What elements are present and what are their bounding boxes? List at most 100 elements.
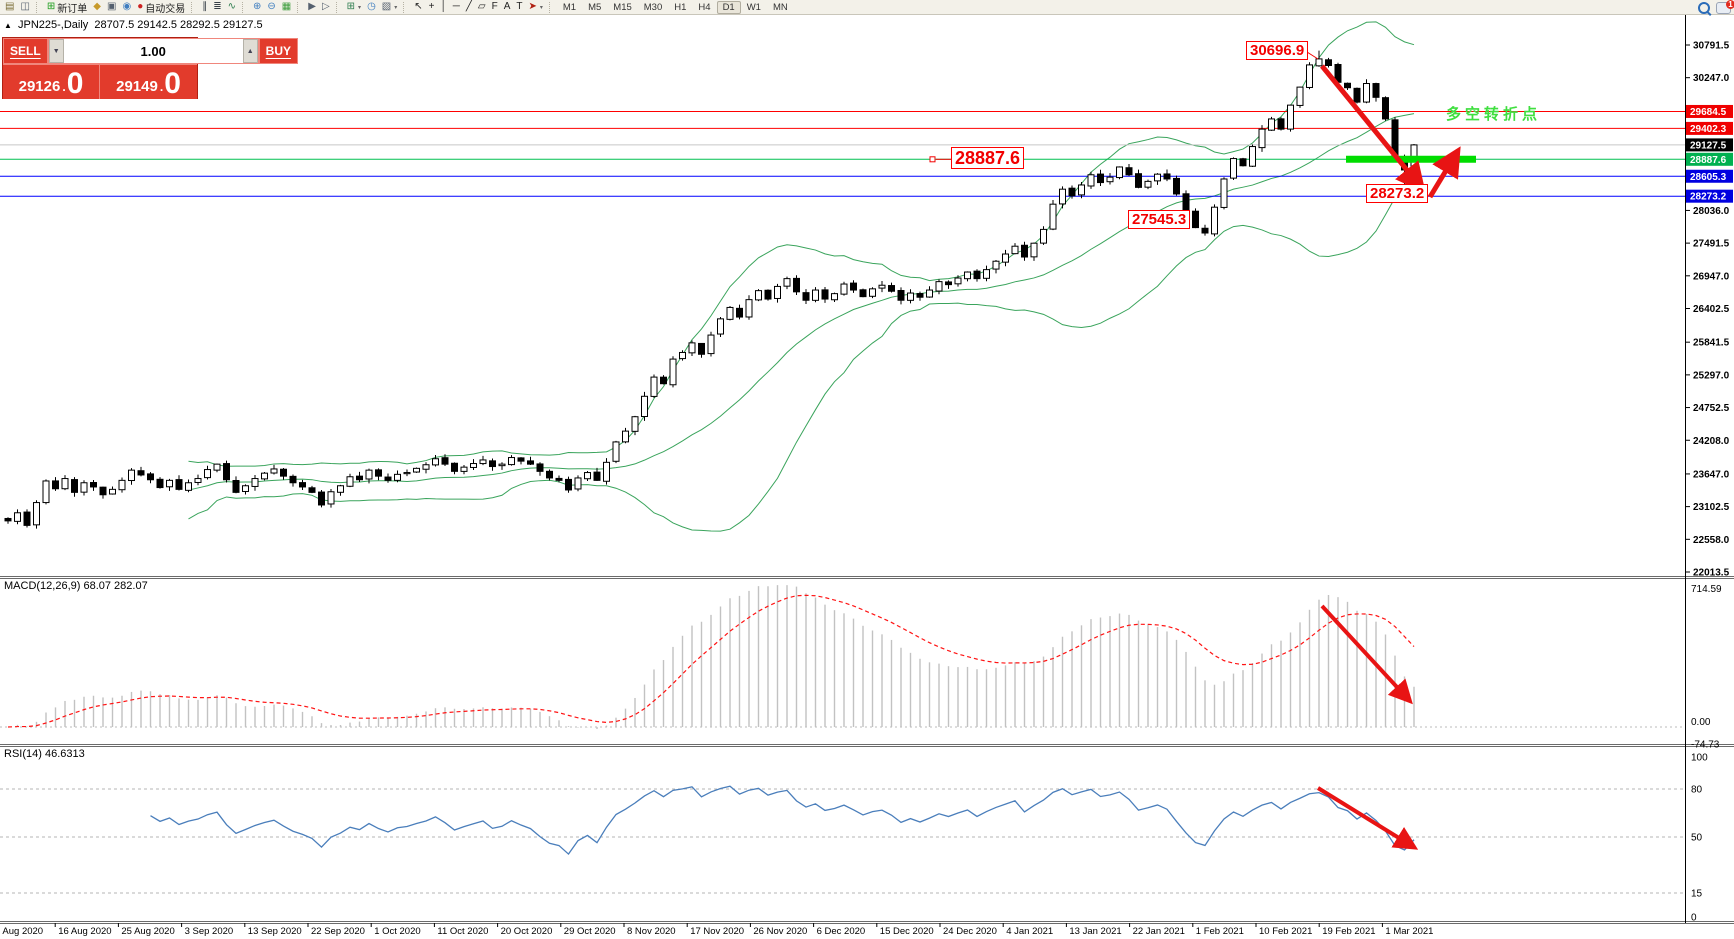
bar-chart-button[interactable]: ∥ bbox=[199, 1, 210, 14]
templates-button[interactable]: ▧ ▾ bbox=[379, 1, 400, 14]
volume-input[interactable] bbox=[63, 39, 243, 63]
periods-button[interactable]: ◷ bbox=[364, 1, 379, 14]
chart-title: ▲ JPN225-,Daily 28707.5 29142.5 28292.5 … bbox=[4, 19, 263, 31]
buy-price[interactable]: 29149 . 0 bbox=[100, 65, 197, 99]
svg-text:11 Oct 2020: 11 Oct 2020 bbox=[437, 926, 488, 937]
line-chart-button[interactable]: ∿ bbox=[225, 1, 239, 14]
signals-icon: ◉ bbox=[122, 1, 132, 12]
indicators-icon: ⊞ bbox=[346, 1, 356, 12]
autotrading-button[interactable]: ● 自动交易 bbox=[134, 1, 188, 15]
cursor-button[interactable]: ↖ bbox=[411, 1, 425, 14]
notifications-icon[interactable]: 1 bbox=[1716, 0, 1734, 14]
svg-text:100: 100 bbox=[1691, 753, 1708, 764]
toolbar-separator bbox=[335, 1, 341, 13]
timeframe-mn[interactable]: MN bbox=[767, 1, 794, 14]
svg-text:22 Sep 2020: 22 Sep 2020 bbox=[311, 926, 365, 937]
svg-text:22013.5: 22013.5 bbox=[1693, 568, 1730, 579]
arrows-icon: ➤ bbox=[528, 1, 537, 12]
svg-text:15 Dec 2020: 15 Dec 2020 bbox=[880, 926, 934, 937]
arrows-button[interactable]: ➤ ▾ bbox=[525, 1, 545, 14]
hline-button[interactable]: ─ bbox=[450, 1, 463, 14]
auto-scroll-icon: ▶ bbox=[308, 1, 316, 12]
peak-label-connector bbox=[1306, 51, 1319, 60]
svg-text:15: 15 bbox=[1691, 889, 1703, 900]
candle-chart-button[interactable]: ≣ bbox=[210, 1, 224, 14]
sell-price[interactable]: 29126 . 0 bbox=[3, 65, 100, 99]
sell-button[interactable]: SELL bbox=[3, 38, 48, 64]
vline-button[interactable]: │ bbox=[438, 1, 450, 14]
hline-icon: ─ bbox=[452, 1, 460, 12]
volume-decrease-button[interactable]: ▼ bbox=[48, 39, 64, 63]
styles-button[interactable]: ◆ bbox=[90, 1, 104, 14]
svg-text:5 Aug 2020: 5 Aug 2020 bbox=[0, 926, 43, 937]
indicators-button[interactable]: ⊞ ▾ bbox=[344, 1, 364, 14]
new-order-label: 新订单 bbox=[57, 3, 88, 15]
crosshair-button[interactable]: + bbox=[426, 1, 438, 14]
zoom-in-button[interactable]: ⊕ bbox=[250, 1, 264, 14]
volume-control: ▼ ▲ bbox=[47, 38, 259, 64]
text-button[interactable]: A bbox=[501, 1, 514, 14]
timeframe-h4[interactable]: H4 bbox=[692, 1, 716, 14]
print-preview-button[interactable]: ◫ bbox=[17, 1, 32, 14]
svg-text:25 Aug 2020: 25 Aug 2020 bbox=[121, 926, 174, 937]
svg-text:13 Sep 2020: 13 Sep 2020 bbox=[248, 926, 302, 937]
macd-panel: 714.59 0.00 -74.73 bbox=[0, 584, 1722, 751]
svg-text:4 Jan 2021: 4 Jan 2021 bbox=[1006, 926, 1053, 937]
low-price-label: 28273.2 bbox=[1366, 184, 1429, 203]
fibonacci-button[interactable]: F bbox=[489, 1, 501, 14]
svg-text:28887.6: 28887.6 bbox=[1690, 155, 1727, 166]
bar-chart-icon: ∥ bbox=[202, 1, 208, 12]
periods-icon: ◷ bbox=[367, 1, 376, 12]
svg-text:0.00: 0.00 bbox=[1691, 717, 1711, 728]
search-icon[interactable] bbox=[1698, 1, 1710, 14]
metaeditor-button[interactable]: ▣ bbox=[104, 1, 119, 14]
svg-text:26947.0: 26947.0 bbox=[1693, 271, 1730, 282]
charts-button[interactable]: ▤ bbox=[2, 1, 17, 14]
svg-text:6 Dec 2020: 6 Dec 2020 bbox=[817, 926, 866, 937]
svg-text:23102.5: 23102.5 bbox=[1693, 502, 1730, 513]
rebound-arrow bbox=[1427, 146, 1461, 199]
timeframe-m15[interactable]: M15 bbox=[607, 1, 637, 14]
trend-arrows bbox=[929, 51, 1461, 199]
line-chart-icon: ∿ bbox=[227, 1, 237, 12]
svg-text:26402.5: 26402.5 bbox=[1693, 304, 1730, 315]
svg-text:27491.5: 27491.5 bbox=[1693, 239, 1730, 250]
svg-text:29127.5: 29127.5 bbox=[1690, 140, 1727, 151]
new-order-button[interactable]: ⊞ 新订单 bbox=[44, 1, 90, 15]
auto-scroll-button[interactable]: ▶ bbox=[305, 1, 319, 14]
zoom-out-icon: ⊖ bbox=[267, 1, 276, 12]
sell-price-big-digit: 0 bbox=[66, 67, 84, 100]
svg-text:28036.0: 28036.0 bbox=[1693, 206, 1730, 217]
text-icon: A bbox=[503, 1, 511, 12]
volume-increase-button[interactable]: ▲ bbox=[242, 39, 258, 63]
timeframe-h1[interactable]: H1 bbox=[668, 1, 692, 14]
signals-button[interactable]: ◉ bbox=[119, 1, 134, 14]
channel-button[interactable]: ▱ bbox=[475, 1, 489, 14]
chart-shift-button[interactable]: ▷ bbox=[319, 1, 333, 14]
timeframe-m5[interactable]: M5 bbox=[582, 1, 607, 14]
toolbar-right-icons: 1 bbox=[1698, 0, 1734, 15]
svg-text:1 Feb 2021: 1 Feb 2021 bbox=[1196, 926, 1244, 937]
timeframe-m30[interactable]: M30 bbox=[638, 1, 668, 14]
label-icon: T bbox=[516, 1, 523, 12]
channel-icon: ▱ bbox=[477, 1, 486, 12]
buy-button[interactable]: BUY bbox=[258, 38, 299, 64]
timeframe-d1[interactable]: D1 bbox=[716, 0, 741, 14]
svg-text:10 Feb 2021: 10 Feb 2021 bbox=[1259, 926, 1312, 937]
vline-icon: │ bbox=[440, 1, 447, 12]
toolbar-separator bbox=[548, 1, 554, 13]
svg-text:0: 0 bbox=[1691, 913, 1697, 924]
tile-windows-button[interactable]: ▦ bbox=[279, 1, 294, 14]
timeframe-m1[interactable]: M1 bbox=[557, 1, 582, 14]
timeframe-w1[interactable]: W1 bbox=[741, 1, 767, 14]
autotrading-label: 自动交易 bbox=[145, 3, 186, 15]
label-button[interactable]: T bbox=[513, 1, 525, 14]
svg-text:3 Sep 2020: 3 Sep 2020 bbox=[185, 926, 234, 937]
collapse-icon[interactable]: ▲ bbox=[4, 21, 12, 30]
cursor-icon: ↖ bbox=[414, 1, 423, 12]
trendline-button[interactable]: ╱ bbox=[463, 1, 475, 14]
zoom-out-button[interactable]: ⊖ bbox=[264, 1, 278, 14]
chart-ohlc-values: 28707.5 29142.5 28292.5 29127.5 bbox=[94, 19, 263, 31]
svg-text:714.59: 714.59 bbox=[1691, 584, 1722, 595]
